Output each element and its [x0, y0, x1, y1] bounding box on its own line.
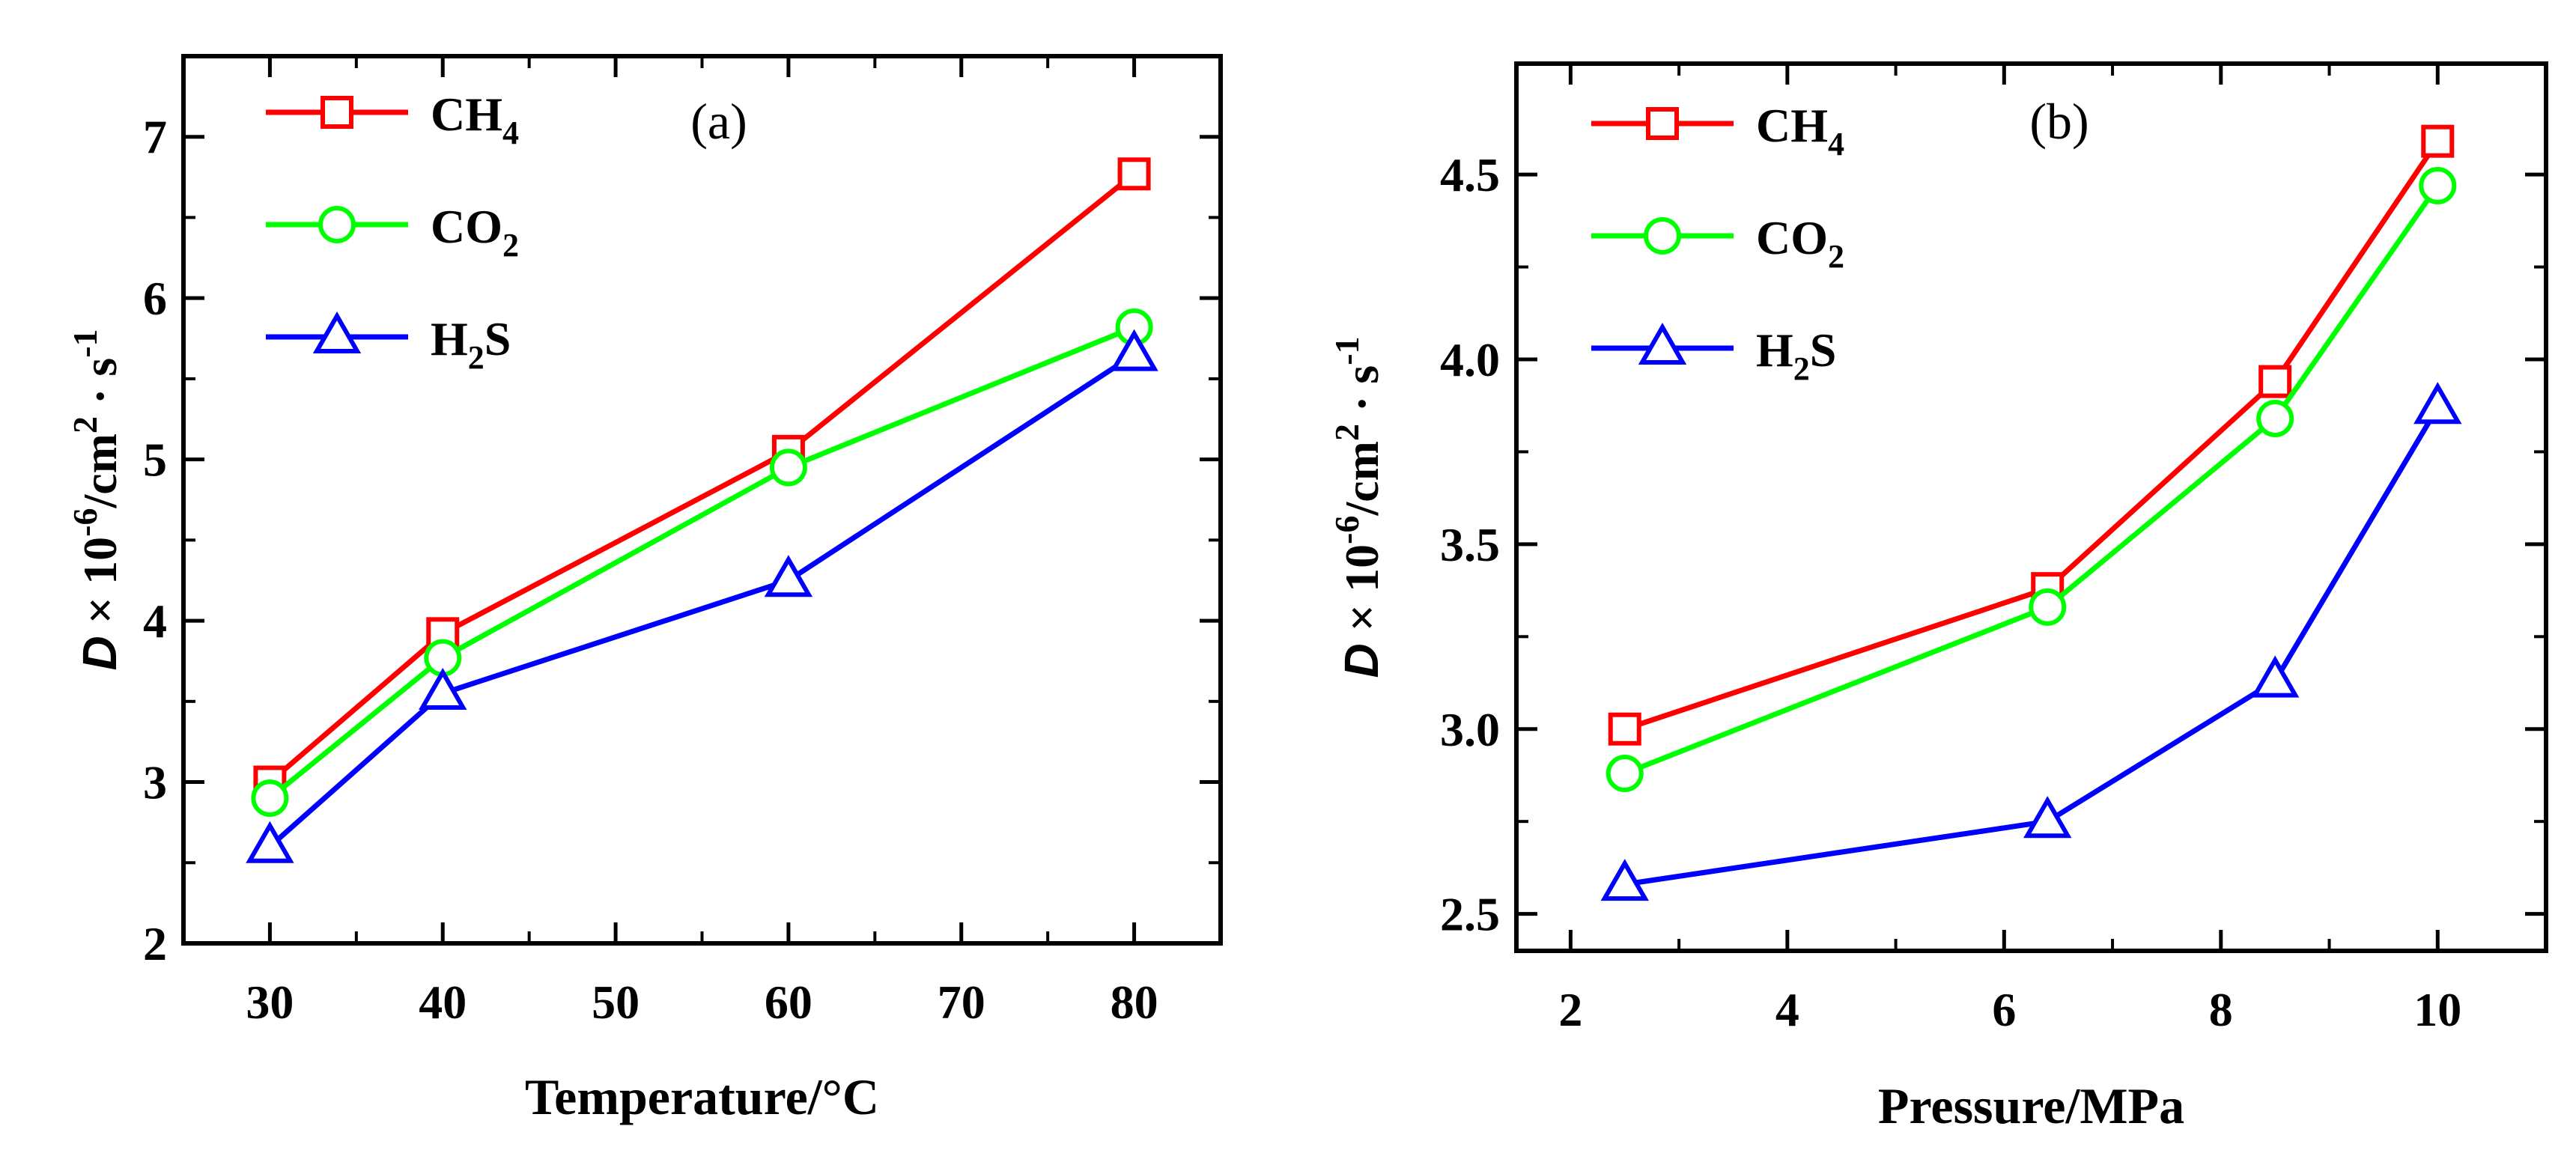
y-tick-label: 3: [143, 756, 167, 809]
series-line: [1623, 183, 2440, 776]
data-point: [1600, 859, 1649, 901]
legend-marker: [321, 96, 353, 129]
legend-label: H2S: [431, 312, 511, 376]
legend-marker: [318, 206, 356, 243]
data-point: [2029, 588, 2067, 626]
legend-marker: [1646, 107, 1679, 140]
y-tick-label: 4.5: [1440, 148, 1500, 201]
x-tick-label: 2: [1558, 983, 1582, 1036]
legend-label: H2S: [1756, 323, 1836, 387]
chart-panel-a: 30 40 50 60 70 80 2 3 4 5 6 7 Temperature/°C D × 10-6…: [66, 54, 1223, 1125]
legend-item-h2s: H2S: [266, 311, 511, 376]
series-line: [268, 171, 1136, 785]
panel-label: (a): [690, 93, 747, 150]
x-tick-label: 70: [938, 976, 985, 1029]
legend-item-ch4: CH4: [266, 88, 519, 151]
data-point: [2258, 365, 2292, 398]
legend-item-h2s: H2S: [1591, 322, 1836, 387]
data-point: [2256, 400, 2294, 437]
legend-item-co2: CO2: [266, 200, 519, 264]
series-line: [1623, 139, 2440, 732]
series-line: [268, 352, 1136, 849]
y-tick-label: 7: [143, 111, 167, 164]
legend: CH4 CO2 H2S: [266, 88, 519, 376]
x-axis-label: Temperature/°C: [525, 1068, 879, 1125]
legend-item-co2: CO2: [1591, 211, 1844, 275]
series-ch4: [1608, 124, 2455, 746]
legend-label: CH4: [431, 88, 519, 151]
x-tick-label: 50: [592, 976, 640, 1029]
data-point: [419, 668, 467, 711]
data-point: [764, 555, 813, 597]
data-point: [2023, 796, 2072, 839]
series-co2: [251, 308, 1153, 818]
y-tick-label: 5: [143, 433, 167, 487]
series-line: [268, 324, 1135, 800]
legend-label: CO2: [1756, 211, 1844, 275]
x-tick-label: 4: [1775, 983, 1799, 1036]
x-tick-label: 10: [2414, 983, 2461, 1036]
y-tick-label: 4.0: [1440, 333, 1500, 386]
y-axis-label: D × 10-6/cm2 · s-1: [1328, 336, 1388, 678]
x-axis-label: Pressure/MPa: [1878, 1077, 2184, 1134]
panel-label: (b): [2029, 93, 2089, 150]
y-tick-label: 3.5: [1440, 518, 1500, 571]
y-axis-label: D × 10-6/cm2 · s-1: [66, 329, 127, 670]
data-point: [769, 448, 807, 487]
data-point: [2414, 382, 2462, 425]
y-tick-label: 3.0: [1440, 703, 1500, 756]
legend-label: CO2: [431, 200, 519, 264]
y-tick-label: 2: [143, 917, 167, 970]
legend-item-ch4: CH4: [1591, 99, 1844, 162]
legend-marker: [1638, 322, 1687, 365]
series-co2: [1606, 166, 2457, 792]
data-point: [1117, 157, 1151, 191]
y-tick-label: 2.5: [1440, 888, 1500, 941]
x-tick-label: 8: [2209, 983, 2233, 1036]
data-point: [2250, 655, 2300, 698]
data-point: [246, 821, 294, 863]
plot-frame: [1514, 61, 2548, 953]
chart-panel-b: 2 4 6 8 10 2.5 3.0 3.5 4.0 4.5 Pressure/MPa D × 10-…: [1328, 61, 2548, 1134]
legend-label: CH4: [1756, 99, 1844, 162]
x-tick-label: 60: [765, 976, 812, 1029]
series-h2s: [246, 329, 1158, 863]
legend-marker: [312, 311, 362, 353]
y-tick-label: 4: [143, 594, 167, 648]
y-tick-label: 6: [143, 272, 167, 325]
series-h2s: [1600, 382, 2462, 901]
data-point: [1606, 755, 1644, 792]
x-tick-label: 30: [246, 976, 294, 1029]
x-tick-label: 40: [419, 976, 467, 1029]
x-tick-label: 6: [1992, 983, 2016, 1036]
data-point: [2421, 124, 2455, 158]
data-point: [251, 779, 289, 818]
legend-marker: [1644, 217, 1681, 255]
data-point: [1110, 329, 1158, 371]
x-tick-label: 80: [1111, 976, 1158, 1029]
legend: CH4 CO2 H2S: [1591, 99, 1844, 387]
data-point: [2419, 166, 2457, 204]
data-point: [1608, 712, 1641, 746]
series-line: [1624, 406, 2440, 887]
